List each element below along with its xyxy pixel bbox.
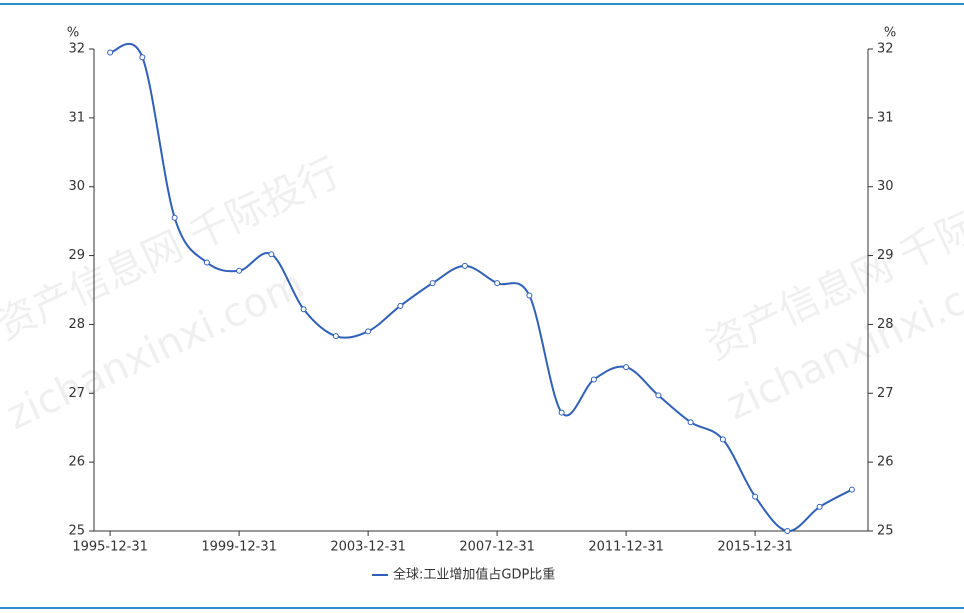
point	[139, 54, 146, 61]
point	[171, 214, 178, 221]
y2-tick-label: 27	[877, 386, 894, 401]
y2-tick-label: 26	[877, 455, 894, 470]
point	[590, 376, 597, 383]
legend-label: 全球:工业增加值占GDP比重	[393, 567, 555, 583]
y-tick-label: 26	[68, 455, 85, 470]
x-tick-label: 1999-12-31	[201, 540, 277, 555]
point	[107, 49, 114, 56]
point	[494, 280, 501, 287]
x-tick-label: 2011-12-31	[588, 540, 664, 555]
y2-unit: %	[884, 26, 896, 41]
point	[623, 364, 630, 371]
point	[558, 409, 565, 416]
y2-tick-label: 29	[877, 248, 894, 263]
x-tick-label: 2003-12-31	[330, 540, 406, 555]
x-tick-label: 2015-12-31	[717, 540, 793, 555]
y2-tick-label: 31	[877, 110, 894, 125]
point	[848, 486, 855, 493]
y-tick-label: 32	[68, 42, 85, 57]
y-unit: %	[67, 26, 79, 41]
point	[268, 251, 275, 258]
y-tick-label: 28	[68, 317, 85, 332]
point	[752, 493, 759, 500]
point	[526, 292, 533, 299]
y-tick-label: 27	[68, 386, 85, 401]
point	[203, 259, 210, 266]
point	[687, 419, 694, 426]
line	[109, 42, 853, 533]
point	[236, 267, 243, 274]
y2-tick-label: 30	[877, 179, 894, 194]
y-tick-label: 31	[68, 110, 85, 125]
y2-tick-label: 25	[877, 524, 894, 539]
point	[655, 392, 662, 399]
y-tick-label: 30	[68, 179, 85, 194]
x-tick-label: 2007-12-31	[459, 540, 535, 555]
point	[719, 436, 726, 443]
y-tick-label: 29	[68, 248, 85, 263]
y2-tick-label: 28	[877, 317, 894, 332]
point	[332, 333, 339, 340]
point	[300, 306, 307, 313]
point	[816, 503, 823, 510]
y2-tick-label: 32	[877, 42, 894, 57]
point	[461, 262, 468, 269]
point	[365, 328, 372, 335]
point	[784, 528, 791, 534]
point	[397, 302, 404, 309]
y-tick-label: 25	[68, 524, 85, 539]
point	[429, 280, 436, 287]
x-tick-label: 1995-12-31	[72, 540, 148, 555]
